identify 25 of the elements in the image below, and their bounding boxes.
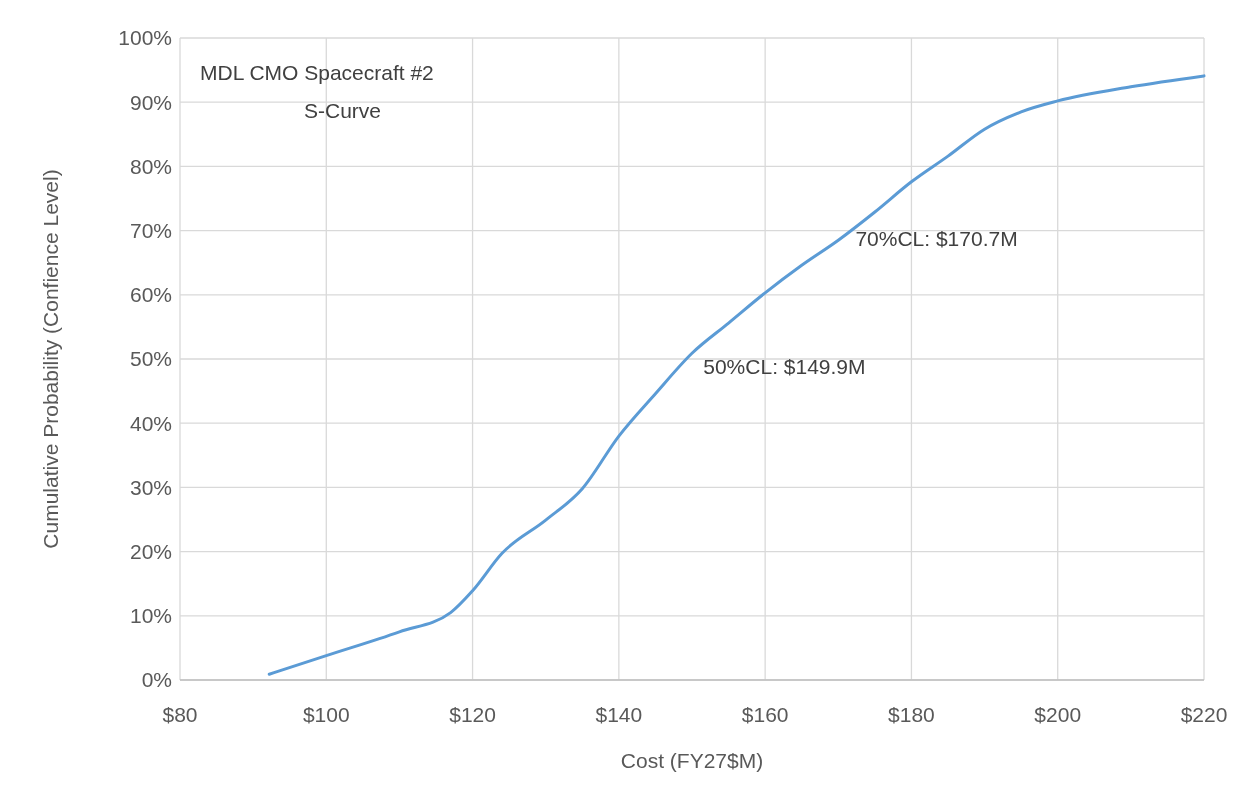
y-tick-label: 60%	[129, 283, 172, 307]
x-tick-label: $220	[1180, 703, 1228, 726]
y-axis-title: Cumulative Probability (Confience Level)	[39, 169, 62, 549]
x-axis-title: Cost (FY27$M)	[620, 749, 764, 772]
y-tick-label: 80%	[129, 154, 172, 178]
x-tick-label: $80	[162, 703, 198, 726]
annotation: 70%CL: $170.7M	[855, 226, 1018, 250]
x-tick-label: $200	[1034, 703, 1082, 726]
text: S-Curve	[304, 99, 382, 122]
y-tick-label: 40%	[129, 411, 172, 435]
y-tick-label: 70%	[129, 218, 172, 242]
x-tick-label: $120	[449, 703, 496, 726]
y-tick-label: 0%	[141, 668, 172, 692]
x-tick-label: $180	[888, 703, 935, 726]
text: MDL CMO Spacecraft #2	[200, 61, 434, 84]
y-tick-label: 30%	[129, 475, 172, 499]
y-tick-label: 90%	[129, 90, 172, 114]
x-tick-label: $100	[302, 703, 350, 726]
x-tick-label: $160	[741, 703, 789, 726]
y-tick-label: 10%	[129, 604, 172, 628]
y-tick-label: 100%	[118, 26, 172, 50]
y-tick-label: 20%	[129, 539, 172, 563]
annotation: 50%CL: $149.9M	[703, 355, 866, 379]
x-tick-label: $140	[595, 703, 643, 726]
y-tick-label: 50%	[129, 347, 172, 371]
